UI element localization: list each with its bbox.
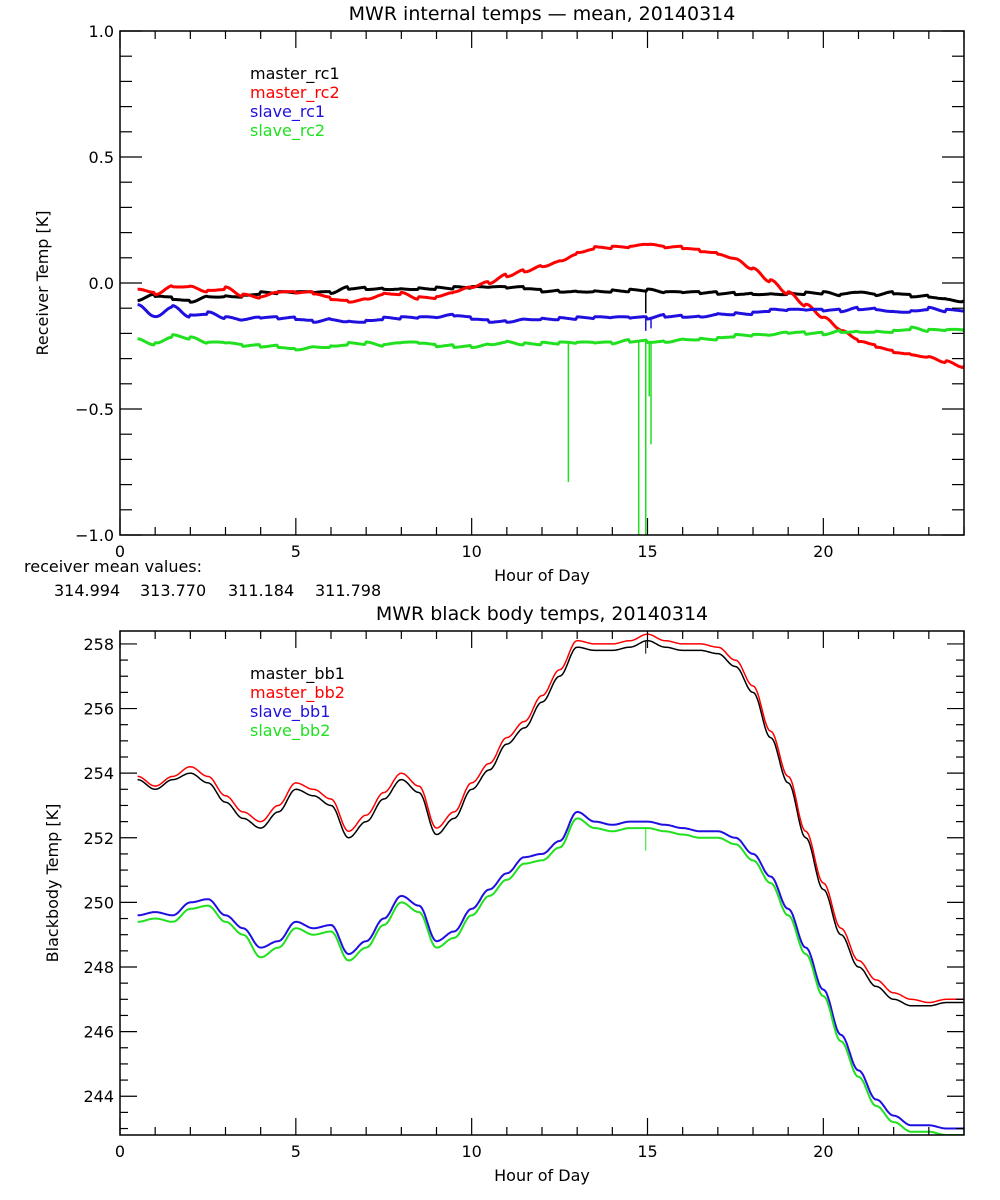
y-tick-label: 0.0 (89, 274, 114, 293)
y-tick-label: 248 (83, 958, 114, 977)
legend-item-master-rc2: master_rc2 (250, 83, 340, 103)
legend-item-slave-bb2: slave_bb2 (250, 721, 330, 741)
y-tick-label: −0.5 (75, 400, 114, 419)
mean-value-master-rc1: 314.994 (54, 581, 120, 600)
series-line-master-rc2 (137, 242, 964, 369)
y-tick-label: 0.5 (89, 148, 114, 167)
axes-bottom: 0 5 10 15 20 244 246 248 250 252 254 256 258 (83, 630, 965, 1161)
mean-value-master-rc2: 313.770 (140, 581, 206, 600)
x-tick-label: 5 (291, 1142, 301, 1161)
y-tick-label: 256 (83, 700, 114, 719)
legend-item-slave-rc1: slave_rc1 (250, 102, 325, 122)
receiver-temp-plot: MWR internal temps — mean, 20140314 0 5 10… (24, 3, 965, 600)
legend-item-master-bb2: master_bb2 (250, 683, 345, 703)
y-tick-label: 254 (83, 764, 114, 783)
y-tick-label: 244 (83, 1087, 114, 1106)
series-lines-top (137, 242, 964, 535)
series-line-slave-bb1 (137, 810, 964, 1130)
y-tick-label: 1.0 (89, 22, 114, 41)
y-axis-label-top: Receiver Temp [K] (33, 210, 52, 355)
plot-frame (119, 30, 965, 536)
x-tick-label: 20 (813, 1142, 833, 1161)
x-tick-label: 15 (637, 542, 657, 561)
legend-item-slave-rc2: slave_rc2 (250, 121, 325, 141)
x-tick-label: 10 (461, 542, 481, 561)
legend-top: master_rc1 master_rc2 slave_rc1 slave_rc… (250, 64, 340, 141)
x-tick-label: 5 (291, 542, 301, 561)
x-axis-label-top: Hour of Day (494, 566, 590, 585)
mean-values-label: receiver mean values: (24, 557, 202, 576)
legend-bottom: master_bb1 master_bb2 slave_bb1 slave_bb… (250, 664, 345, 741)
series-line-master-bb1 (137, 639, 964, 1007)
x-tick-label: 0 (115, 1142, 125, 1161)
x-tick-label: 20 (813, 542, 833, 561)
series-lines-bottom (137, 633, 964, 1135)
x-tick-label: 0 (115, 542, 125, 561)
mean-value-slave-rc2: 311.798 (315, 581, 381, 600)
axes-top: 0 5 10 15 20 −1.0 −0.5 0.0 0.5 1.0 (75, 22, 965, 561)
y-tick-label: 250 (83, 893, 114, 912)
legend-item-master-rc1: master_rc1 (250, 64, 340, 84)
series-line-master-bb2 (137, 633, 964, 1004)
y-tick-label: −1.0 (75, 526, 114, 545)
series-line-slave-rc1 (137, 303, 964, 324)
y-tick-label: 258 (83, 635, 114, 654)
series-line-slave-bb2 (137, 817, 964, 1135)
plot-title-bottom: MWR black body temps, 20140314 (376, 603, 708, 625)
blackbody-temp-plot: MWR black body temps, 20140314 0 5 10 15 20 2… (43, 603, 965, 1185)
x-tick-label: 10 (461, 1142, 481, 1161)
y-axis-label-bottom: Blackbody Temp [K] (43, 804, 62, 963)
plot-frame (119, 630, 965, 1136)
series-line-master-rc1 (137, 285, 964, 304)
series-line-slave-rc2 (137, 325, 964, 352)
legend-item-slave-bb1: slave_bb1 (250, 702, 330, 722)
legend-item-master-bb1: master_bb1 (250, 664, 345, 684)
y-tick-label: 246 (83, 1023, 114, 1042)
y-tick-label: 252 (83, 829, 114, 848)
plot-title-top: MWR internal temps — mean, 20140314 (349, 3, 736, 25)
x-axis-label-bottom: Hour of Day (494, 1166, 590, 1185)
x-tick-label: 15 (637, 1142, 657, 1161)
mean-value-slave-rc1: 311.184 (228, 581, 294, 600)
